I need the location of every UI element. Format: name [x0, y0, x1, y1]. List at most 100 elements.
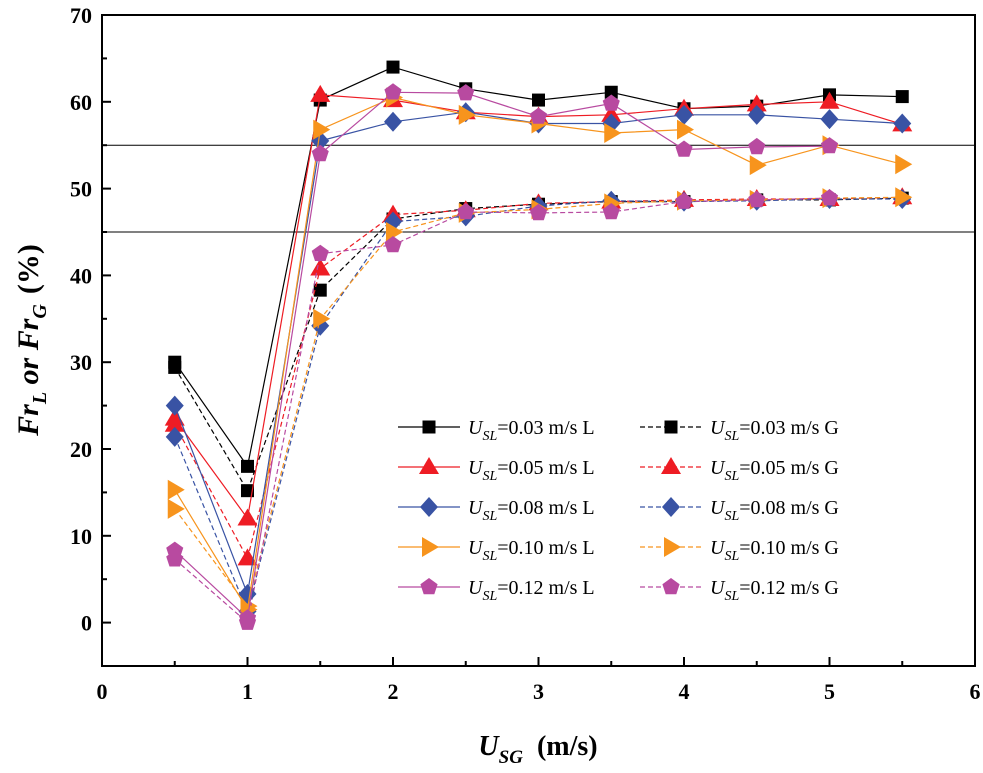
- legend-label: USL=0.12 m/s L: [468, 577, 595, 604]
- legend-marker: [662, 497, 680, 517]
- legend: USL=0.03 m/s L USL=0.05 m/s L USL=0.08 m/s…: [398, 417, 839, 604]
- series-line: [174, 197, 903, 493]
- legend-entry-6: USL=0.03 m/s G: [640, 417, 839, 444]
- data-point: [384, 83, 402, 100]
- data-point: [532, 93, 545, 107]
- data-point: [601, 104, 622, 122]
- legend-entry-10: USL=0.12 m/s G: [640, 577, 839, 604]
- data-point: [677, 119, 694, 140]
- data-point: [895, 154, 913, 175]
- legend-entry-5: USL=0.12 m/s L: [398, 577, 595, 604]
- data-point: [602, 94, 620, 111]
- data-point: [604, 123, 622, 144]
- legend-marker: [664, 537, 681, 557]
- data-point: [165, 426, 184, 447]
- x-tick-label: 1: [242, 679, 253, 704]
- data-point: [529, 203, 548, 221]
- data-point: [386, 222, 403, 242]
- legend-entry-4: USL=0.10 m/s L: [398, 537, 595, 564]
- y-axis-title-sub-l: L: [29, 392, 51, 405]
- legend-marker: [419, 457, 439, 474]
- legend-entry-2: USL=0.05 m/s L: [398, 457, 595, 484]
- series-3: [165, 102, 912, 604]
- data-point: [310, 258, 331, 276]
- legend-label: USL=0.03 m/s L: [468, 417, 595, 444]
- x-tick-label: 6: [970, 679, 981, 704]
- data-point: [237, 508, 258, 526]
- data-point: [164, 408, 185, 426]
- series-line: [174, 196, 903, 608]
- legend-label: USL=0.05 m/s G: [710, 457, 839, 484]
- x-axis-title-unit: (m/s): [537, 731, 598, 762]
- y-tick-label: 50: [70, 177, 92, 202]
- y-axis-title-or: or: [12, 350, 45, 392]
- data-point: [457, 84, 475, 101]
- data-point: [241, 484, 254, 498]
- legend-entry-7: USL=0.05 m/s G: [640, 457, 839, 484]
- data-point: [310, 84, 331, 102]
- y-tick-label: 40: [70, 263, 92, 288]
- data-point: [893, 113, 912, 134]
- data-point: [819, 91, 840, 109]
- data-point: [384, 111, 402, 132]
- series-line: [174, 198, 903, 614]
- data-point: [311, 244, 329, 261]
- y-axis-title: FrL or FrG(%): [12, 244, 51, 437]
- series-line: [174, 94, 903, 520]
- legend-entry-8: USL=0.08 m/s G: [640, 497, 839, 524]
- legend-marker: [661, 457, 681, 474]
- y-tick-label: 60: [70, 90, 92, 115]
- x-axis-title-u: U: [478, 731, 500, 762]
- x-axis-title: USG (m/s): [478, 731, 597, 768]
- series-line: [174, 197, 830, 624]
- series-line: [174, 96, 903, 612]
- legend-label: USL=0.08 m/s L: [468, 497, 595, 524]
- x-tick-label: 3: [533, 679, 544, 704]
- data-point: [748, 137, 766, 155]
- data-point: [386, 60, 400, 74]
- legend-label: USL=0.12 m/s G: [710, 577, 839, 604]
- data-point: [313, 283, 327, 297]
- legend-label: USL=0.08 m/s G: [710, 497, 839, 524]
- x-tick-label: 2: [388, 679, 399, 704]
- y-tick-label: 70: [70, 3, 92, 28]
- data-point: [168, 355, 182, 369]
- series-5: [166, 83, 839, 626]
- data-point: [820, 109, 839, 130]
- x-axis-title-sub: SG: [499, 747, 524, 768]
- x-tick-label: 5: [824, 679, 835, 704]
- data-point: [384, 236, 402, 253]
- data-point: [313, 308, 331, 329]
- data-point: [241, 459, 254, 473]
- series-layer: [164, 60, 913, 630]
- data-point: [604, 85, 618, 99]
- legend-entry-1: USL=0.03 m/s L: [398, 417, 595, 444]
- data-point: [895, 187, 913, 208]
- legend-marker: [664, 420, 678, 434]
- legend-marker: [420, 497, 438, 517]
- data-point: [166, 541, 184, 558]
- y-axis-title-fr-g: Fr: [12, 318, 45, 351]
- data-point: [820, 137, 839, 154]
- series-6: [168, 191, 909, 498]
- data-point: [165, 395, 184, 416]
- series-line: [174, 111, 903, 597]
- data-point: [675, 104, 693, 125]
- y-tick-label: 20: [70, 437, 92, 462]
- data-point: [238, 609, 257, 626]
- legend-marker: [420, 578, 438, 595]
- data-point: [748, 190, 766, 208]
- y-tick-label: 10: [70, 524, 92, 549]
- data-point: [602, 203, 620, 220]
- data-point: [675, 140, 693, 157]
- legend-label: USL=0.10 m/s L: [468, 537, 595, 564]
- data-point: [457, 203, 475, 220]
- y-axis-title-sub-g: G: [29, 304, 51, 319]
- y-tick-label: 30: [70, 350, 92, 375]
- legend-marker: [422, 420, 436, 434]
- data-point: [820, 189, 839, 206]
- x-tick-label: 4: [679, 679, 690, 704]
- legend-label: USL=0.03 m/s G: [710, 417, 839, 444]
